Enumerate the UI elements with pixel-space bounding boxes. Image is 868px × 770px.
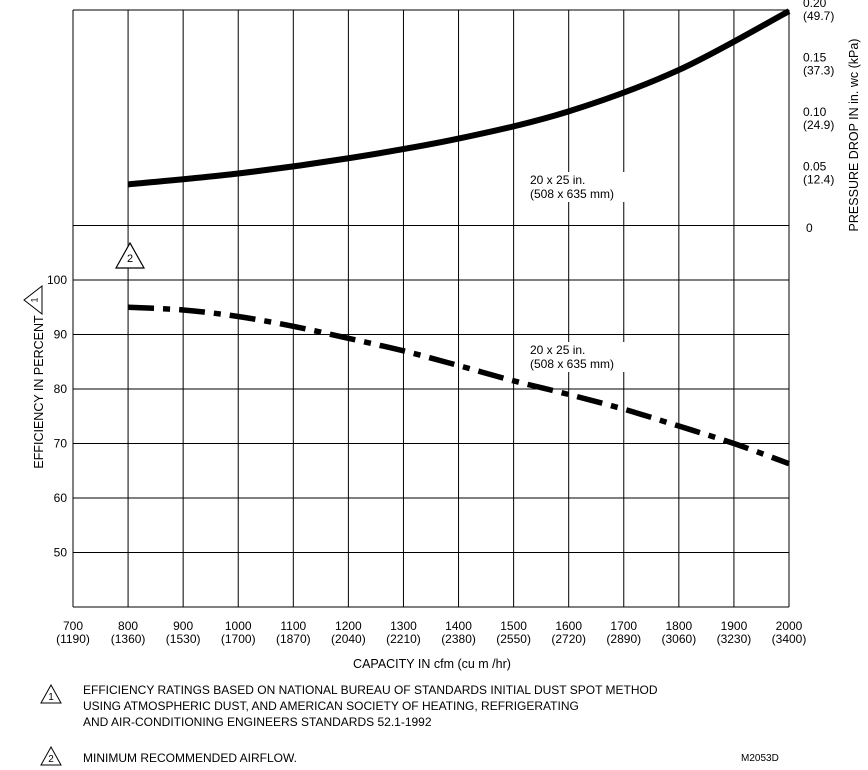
svg-text:1: 1 [29, 297, 39, 302]
svg-text:USING ATMOSPHERIC DUST, AND AM: USING ATMOSPHERIC DUST, AND AMERICAN SOC… [83, 699, 579, 713]
x-tick-sublabel: (2210) [386, 632, 421, 646]
svg-text:2: 2 [127, 253, 133, 265]
grid-lines [72, 9, 790, 608]
svg-text:EFFICIENCY RATINGS BASED ON NA: EFFICIENCY RATINGS BASED ON NATIONAL BUR… [83, 683, 658, 697]
x-tick-sublabel: (3400) [772, 632, 807, 646]
curve-label-pressure: 20 x 25 in. (508 x 635 mm) [526, 172, 640, 202]
y-right-tick-label: 0.10 [803, 105, 827, 119]
svg-text:20 x 25 in.: 20 x 25 in. [530, 343, 585, 357]
y-right-tick-label: 0.05 [803, 160, 827, 174]
figure-code: M2053D [741, 753, 779, 764]
y-left-tick-label: 70 [54, 437, 68, 451]
x-tick-label: 1200 [335, 619, 362, 633]
x-tick-label: 1500 [500, 619, 527, 633]
y-left-axis-label: EFFICIENCY IN PERCENT [32, 315, 46, 469]
x-tick-label: 1400 [445, 619, 472, 633]
x-tick-sublabel: (3230) [717, 632, 752, 646]
series-curves [127, 8, 791, 467]
svg-text:MINIMUM RECOMMENDED AIRFLOW.: MINIMUM RECOMMENDED AIRFLOW. [83, 751, 297, 765]
footnote-1: 1 EFFICIENCY RATINGS BASED ON NATIONAL B… [40, 683, 658, 729]
svg-text:(508 x 635 mm): (508 x 635 mm) [530, 357, 614, 371]
svg-text:20 x 25 in.: 20 x 25 in. [530, 173, 585, 187]
x-tick-label: 1900 [721, 619, 748, 633]
x-tick-sublabel: (1360) [111, 632, 146, 646]
svg-text:AND AIR-CONDITIONING ENGINEERS: AND AIR-CONDITIONING ENGINEERS STANDARDS… [83, 715, 432, 729]
x-tick-label: 800 [118, 619, 138, 633]
x-tick-sublabel: (2040) [331, 632, 366, 646]
y-right-tick-label: 0.15 [803, 51, 827, 65]
curve-label-efficiency: 20 x 25 in. (508 x 635 mm) [526, 342, 640, 372]
x-tick-label: 700 [63, 619, 83, 633]
x-tick-label: 1600 [555, 619, 582, 633]
y-right-tick-sublabel: (12.4) [803, 173, 834, 187]
y-right-tick-sublabel: (49.7) [803, 9, 834, 23]
y-right-tick-sublabel: (24.9) [803, 118, 834, 132]
x-tick-label: 1300 [390, 619, 417, 633]
x-tick-sublabel: (1700) [221, 632, 256, 646]
x-tick-sublabel: (3060) [662, 632, 697, 646]
x-tick-sublabel: (2380) [441, 632, 476, 646]
y-right-axis-label: PRESSURE DROP IN in. wc (kPa) [847, 39, 861, 232]
x-tick-sublabel: (1870) [276, 632, 311, 646]
x-tick-label: 1700 [610, 619, 637, 633]
efficiency-curve [127, 304, 790, 467]
x-axis-label: CAPACITY IN cfm (cu m /hr) [353, 657, 511, 671]
x-tick-label: 1000 [225, 619, 252, 633]
tick-labels: 700(1190)800(1360)900(1530)1000(1700)110… [47, 0, 834, 646]
x-tick-sublabel: (2720) [551, 632, 586, 646]
y-left-tick-label: 90 [54, 328, 68, 342]
y-left-tick-label: 50 [54, 546, 68, 560]
svg-text:(508 x 635 mm): (508 x 635 mm) [530, 187, 614, 201]
pressure-drop-curve [127, 8, 791, 188]
x-tick-label: 1100 [280, 619, 306, 633]
y-right-tick-label: 0 [806, 221, 813, 235]
y-right-tick-label: 0.20 [803, 0, 827, 10]
y-left-tick-label: 80 [54, 382, 68, 396]
x-tick-sublabel: (1190) [56, 632, 90, 646]
footnote-2: 2 MINIMUM RECOMMENDED AIRFLOW. [40, 745, 297, 766]
svg-text:2: 2 [48, 754, 54, 765]
svg-text:1: 1 [48, 692, 54, 703]
x-tick-sublabel: (2550) [496, 632, 531, 646]
x-tick-label: 900 [173, 619, 193, 633]
x-tick-sublabel: (1530) [166, 632, 201, 646]
x-tick-label: 2000 [776, 619, 803, 633]
y-left-tick-label: 60 [54, 491, 68, 505]
x-tick-sublabel: (2890) [606, 632, 641, 646]
note-1-marker-axis: 1 [23, 284, 43, 316]
note-2-marker-curve: 2 [114, 241, 146, 269]
y-left-tick-label: 100 [47, 273, 67, 287]
y-right-tick-sublabel: (37.3) [803, 64, 834, 78]
x-tick-label: 1800 [665, 619, 692, 633]
